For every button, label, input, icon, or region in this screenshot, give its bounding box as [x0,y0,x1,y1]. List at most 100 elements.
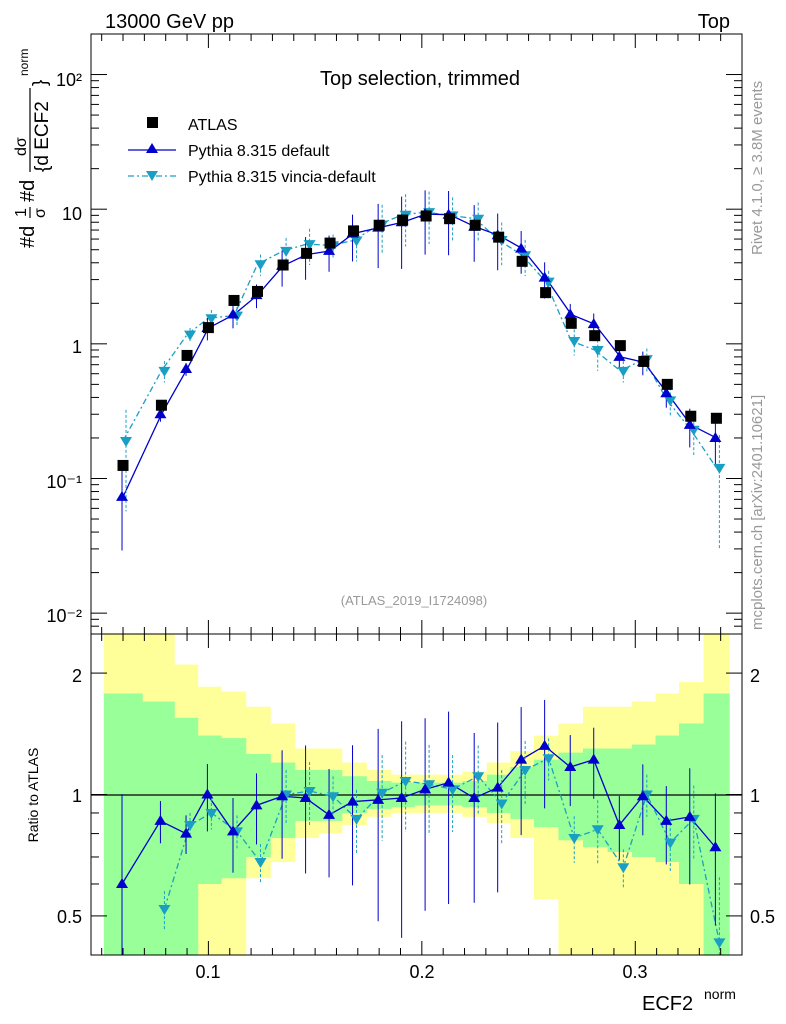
ytick-label-1: 1 [72,337,82,357]
ratio-vincia-point [399,777,412,788]
ytick-label-1e-1: 10⁻¹ [46,472,82,492]
default-point [564,308,577,319]
legend-default-label: Pythia 8.315 default [188,143,330,160]
atlas-point [251,285,263,297]
default-point [613,350,626,361]
atlas-point [493,231,505,243]
vincia-point [617,366,630,377]
ratio-default-point [299,792,312,803]
analysis-id: (ATLAS_2019_I1724098) [341,593,487,608]
ylabel-norm: norm [17,49,31,76]
ratio-vincia-point [376,788,389,799]
default-point [227,308,240,319]
vincia-point [568,336,581,347]
ytick-label-1e2: 10² [56,70,82,90]
ratio-default-point [660,814,673,825]
ratio-default-point [564,760,577,771]
ratio-ytick-1-right: 1 [750,786,760,806]
main-marks [116,190,726,551]
ratio-vincia-point [327,792,340,803]
ratio-default-point [613,819,626,830]
default-point [323,244,336,255]
ratio-ytick-2-left: 2 [72,666,82,686]
ratio-default-point [346,795,359,806]
default-point [515,242,528,253]
default-point [587,318,600,329]
ratio-default-point [442,776,455,787]
atlas-point [614,340,626,352]
main-panel: Top selection, trimmed (ATLAS_2019_I1724… [13,33,743,635]
vincia-point [184,330,197,341]
default-point [660,387,673,398]
default-point [154,408,167,419]
ratio-vincia-point [350,814,363,825]
atlas-point [469,219,481,231]
atlas-point [301,247,313,259]
vincia-point [591,345,604,356]
vincia-point [303,240,316,251]
ratio-default-point [636,790,649,801]
ratio-vincia-point [617,863,630,874]
ratio-ytick-05-left: 0.5 [57,907,82,927]
ratio-vincia-point [423,780,436,791]
vincia-point [472,214,485,225]
ratio-default-point [683,810,696,821]
vincia-point [254,260,267,271]
ratio-vincia-point [472,772,485,783]
ylabel-dsigma: dσ [13,137,30,156]
band-inner [486,774,511,813]
header-process: Top [698,11,730,33]
mcplots-credit: mcplots.cern.ch [arXiv:2401.10621] [749,395,766,630]
band-inner [270,762,296,839]
ratio-ytick-05-right: 0.5 [750,907,775,927]
atlas-point [228,294,240,306]
ratio-marks [116,699,726,955]
band-inner [142,701,175,955]
atlas-point [710,412,722,424]
xaxis-label-sup: norm [704,986,736,1002]
ratio-vincia-point [446,785,459,796]
ratio-default-point [491,781,504,792]
atlas-point [373,219,385,231]
ratio-vincia-point [184,821,197,832]
ratio-ticks [91,634,742,955]
ratio-default-point [180,827,193,838]
ratio-default-point [709,841,722,852]
legend-default-marker [146,143,158,153]
atlas-point [685,410,697,422]
band-inner [221,738,247,879]
ratio-default-point [276,790,289,801]
ratio-default-point [227,825,240,836]
ratio-default-point [201,788,214,799]
ratio-vincia-point [158,905,171,916]
ratio-ytick-2-right: 2 [750,666,760,686]
atlas-point [638,355,650,367]
legend-vincia-marker [146,171,158,181]
ratio-ylabel: Ratio to ATLAS [25,748,41,843]
ratio-default-point [154,814,167,825]
band-inner [533,759,559,828]
ratio-default-point [323,808,336,819]
vincia-point [158,366,171,377]
ratio-default-point [515,753,528,764]
atlas-point [540,287,552,299]
panel-title: Top selection, trimmed [320,68,520,90]
legend-atlas-label: ATLAS [188,117,238,134]
vincia-point [205,314,218,325]
band-inner [414,782,439,806]
band-inner [679,723,705,884]
default-point [538,271,551,282]
vincia-point [713,463,726,474]
ratio-vincia-point [713,938,726,949]
ylabel-d2: #d [17,180,39,202]
xtick-label-0.3: 0.3 [622,962,647,982]
ratio-panel: 2 1 0.5 2 1 0.5 Ratio to ATLAS [25,633,775,956]
header-energy: 13000 GeV pp [105,11,234,33]
atlas-point [444,213,456,225]
ylabel-d1: #d [17,226,39,248]
ratio-ytick-1-left: 1 [72,786,82,806]
atlas-point [155,399,167,411]
vincia-point [350,236,363,247]
ratio-vincia-point [591,825,604,836]
ratio-vincia-line [163,757,721,943]
